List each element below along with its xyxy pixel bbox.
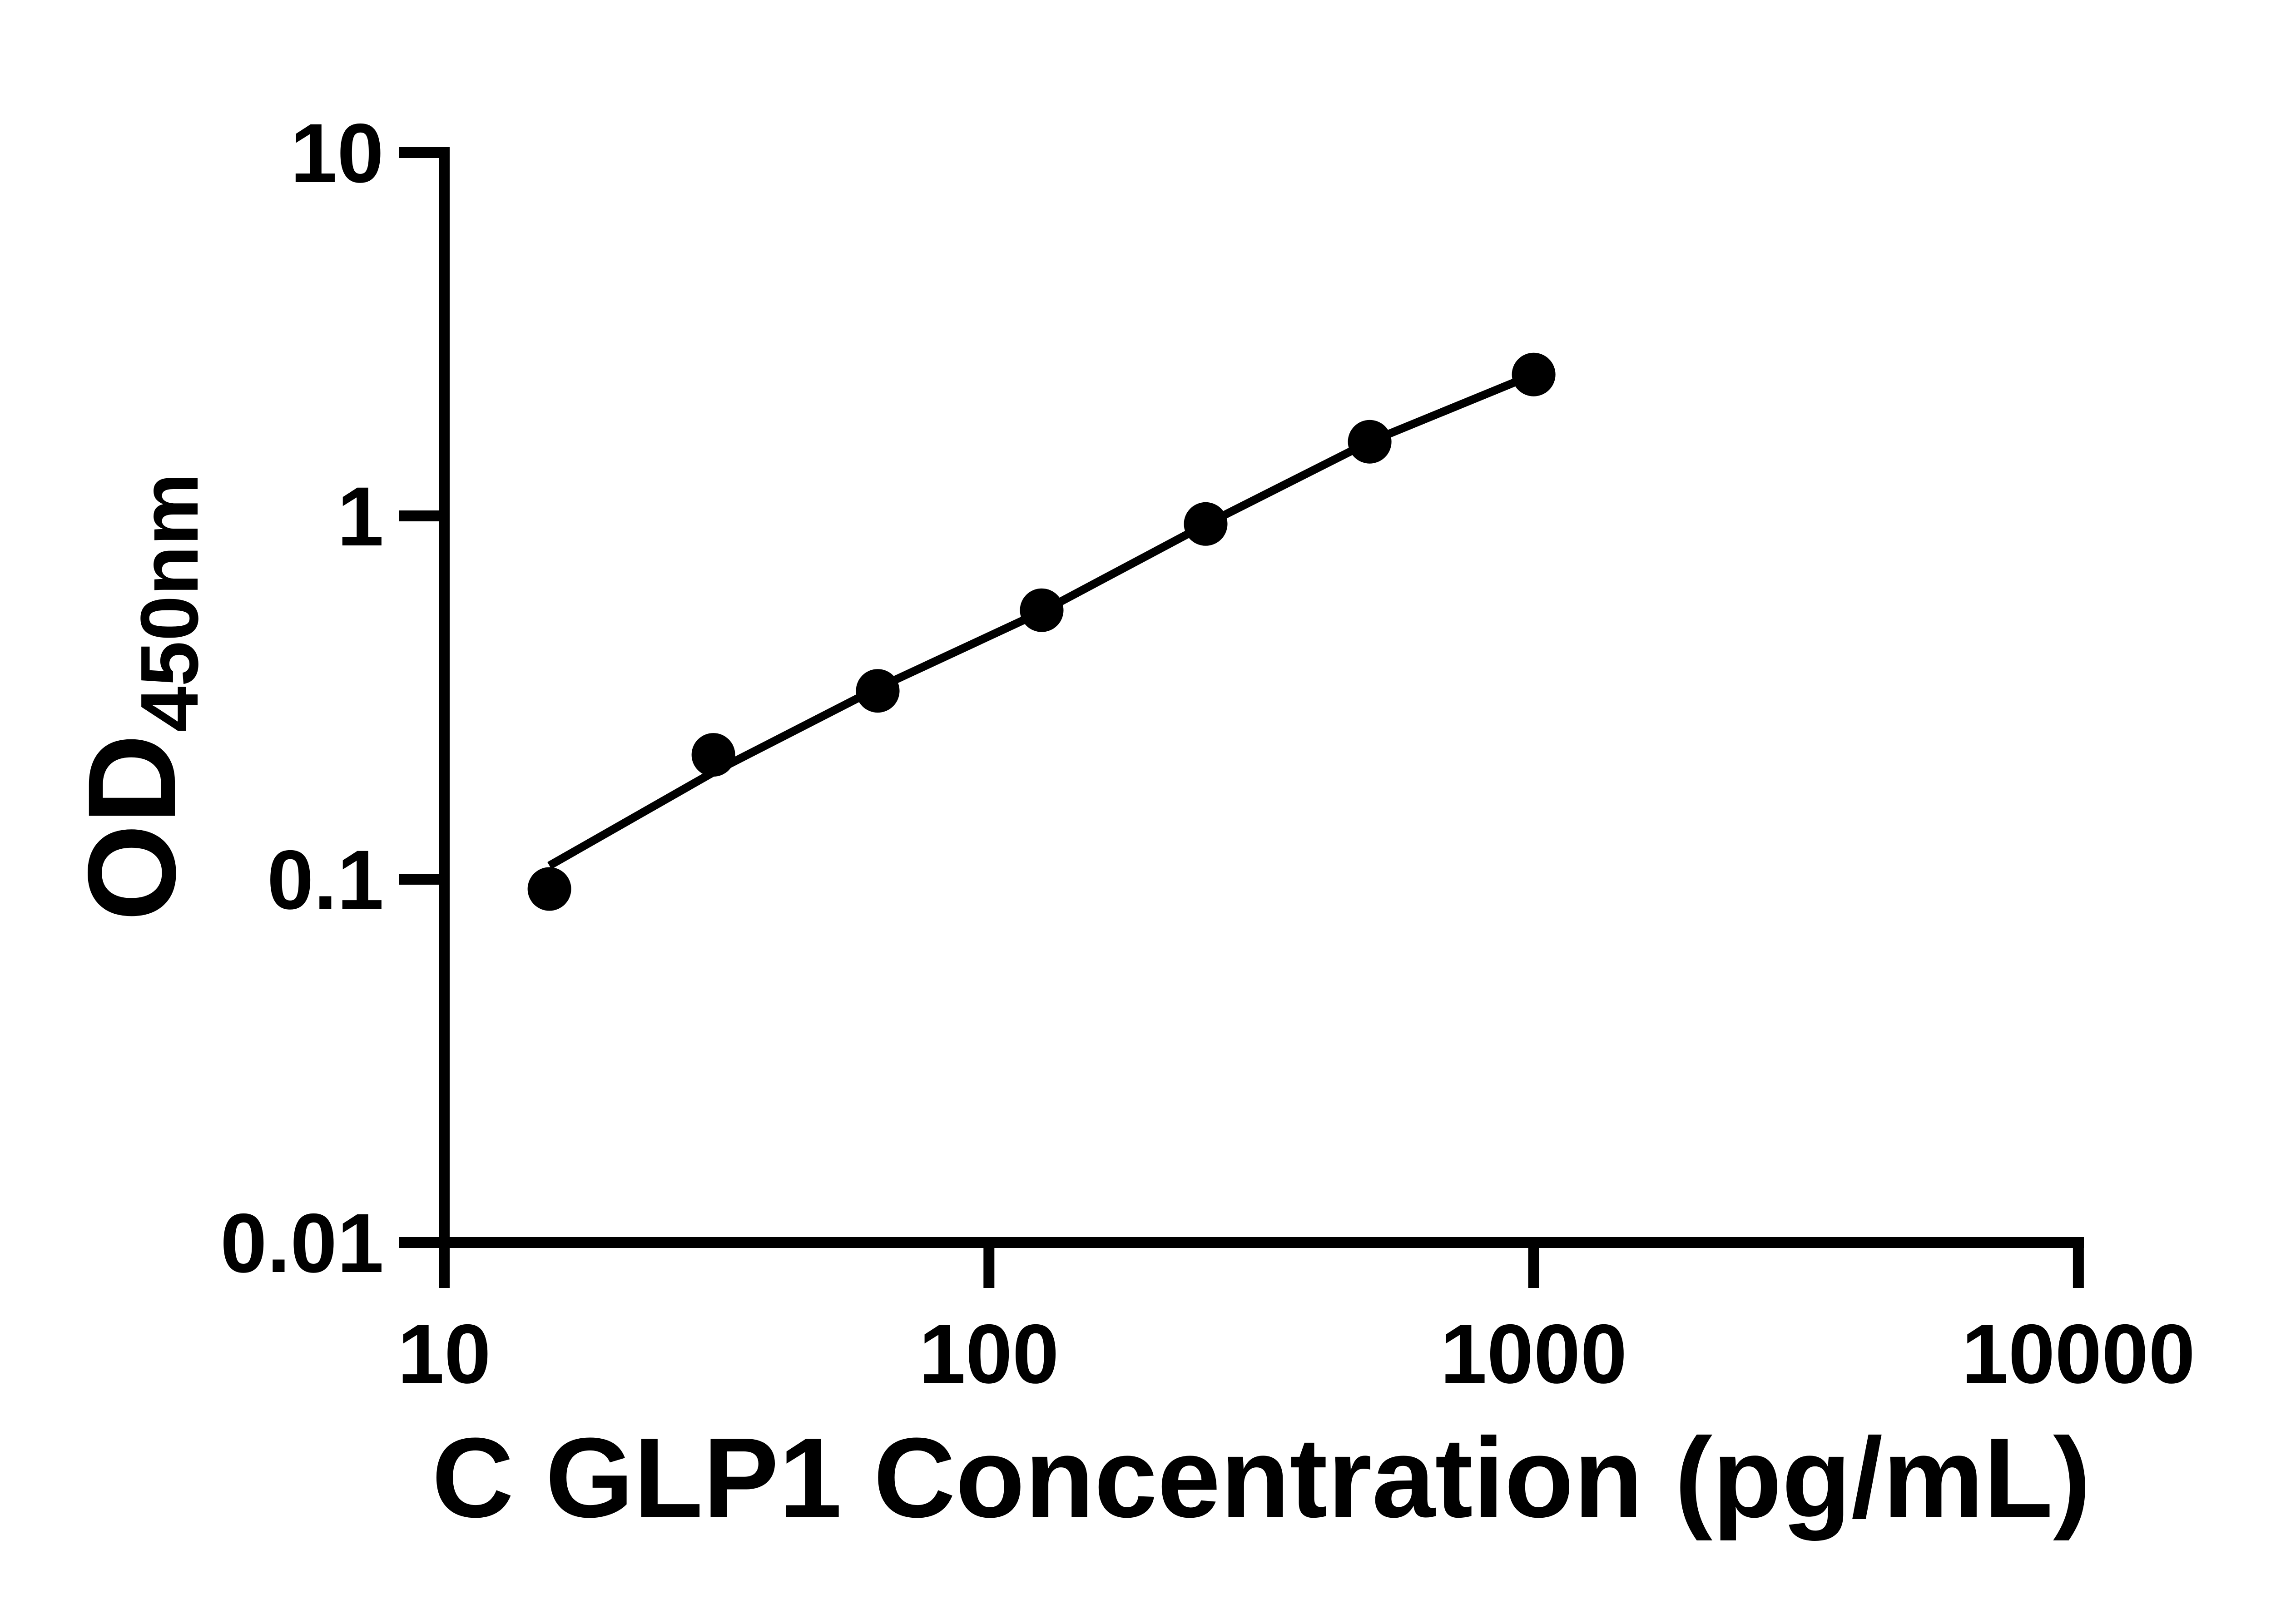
data-point-31.2 — [691, 733, 735, 777]
y-axis-title-main: OD — [62, 734, 202, 921]
x-axis-title: C GLP1 Concentration (pg/mL) — [432, 1414, 2091, 1541]
x-tick-label-10000: 10000 — [1962, 1307, 2195, 1401]
data-series — [527, 352, 1556, 911]
y-axis-title-subscript: 450nm — [124, 473, 215, 732]
axis-ticks — [399, 147, 2084, 1288]
y-tick-label-0.1: 0.1 — [267, 833, 384, 927]
data-point-15.6 — [527, 867, 571, 911]
x-tick-label-10: 10 — [397, 1307, 491, 1401]
x-tick-label-100: 100 — [919, 1307, 1059, 1401]
data-point-1000 — [1512, 352, 1556, 396]
y-tick-label-10: 10 — [290, 107, 384, 200]
axes — [439, 147, 2084, 1248]
data-point-500 — [1348, 420, 1392, 464]
y-tick-label-1: 1 — [337, 470, 384, 564]
data-point-125 — [1020, 588, 1064, 632]
x-tick-label-1000: 1000 — [1440, 1307, 1627, 1401]
y-axis-title: OD 450nm — [62, 473, 215, 921]
data-point-62.5 — [856, 669, 900, 713]
y-tick-label-0.01: 0.01 — [220, 1197, 384, 1290]
data-point-250 — [1184, 502, 1228, 546]
